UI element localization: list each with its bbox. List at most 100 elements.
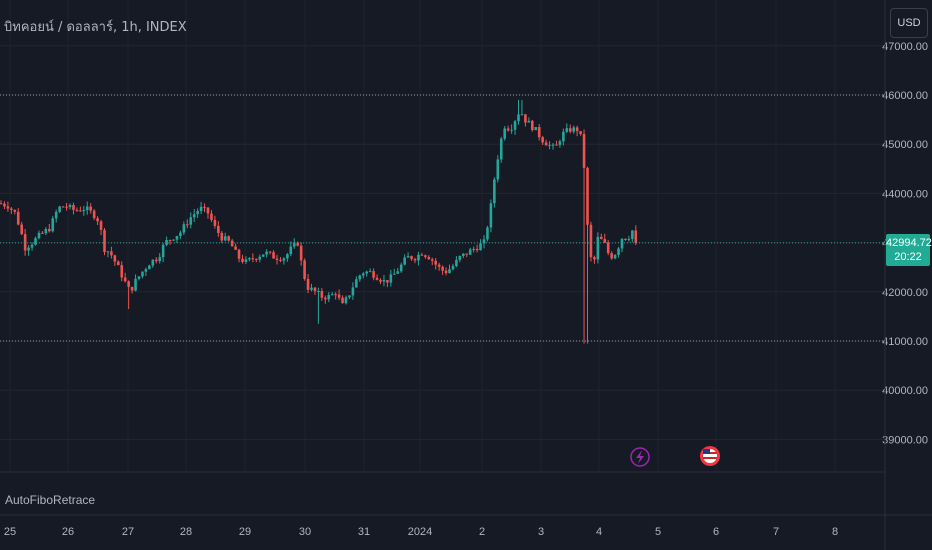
time-tick-label: 30 <box>299 526 311 538</box>
candle-body <box>44 229 48 234</box>
candle-body <box>89 206 92 211</box>
candle-body <box>196 211 199 215</box>
candle-body <box>499 138 503 160</box>
price-tick-label: 44000.00 <box>882 188 928 200</box>
candle-body <box>465 253 469 255</box>
symbol-title[interactable]: บิทคอยน์ / ดอลลาร์, 1h, INDEX <box>4 20 187 35</box>
us-flag-icon[interactable] <box>700 446 720 466</box>
candle-body <box>396 271 400 274</box>
candle-body <box>510 129 513 131</box>
candle-body <box>351 287 355 296</box>
candle-body <box>248 258 251 260</box>
candle-body <box>631 230 634 239</box>
candle-body <box>403 257 406 265</box>
candle-body <box>544 142 548 146</box>
candle-body <box>199 206 203 212</box>
candle-body <box>348 295 351 298</box>
candle-body <box>444 270 448 274</box>
candle-body <box>255 259 258 261</box>
price-tick-label: 46000.00 <box>882 90 928 102</box>
candle-body <box>113 255 117 262</box>
bar-countdown: 20:22 <box>894 250 922 263</box>
candle-body <box>20 224 23 235</box>
candle-body <box>430 259 434 261</box>
candle-body <box>420 254 424 256</box>
candle-body <box>386 280 389 283</box>
candle-body <box>286 254 289 259</box>
candle-body <box>16 211 20 225</box>
fibo-levels <box>0 94 885 342</box>
candle-body <box>600 236 603 240</box>
candle-body <box>531 120 534 131</box>
candle-body <box>334 294 337 296</box>
candle-body <box>299 245 303 261</box>
time-tick-label: 25 <box>4 526 16 538</box>
lightning-icon[interactable] <box>630 447 650 467</box>
time-axis[interactable]: 25 26 27 28 29 30 31 2024 2 3 4 5 6 7 8 <box>4 526 838 538</box>
candle-body <box>165 239 168 245</box>
candle-body <box>541 137 544 143</box>
candle-body <box>103 229 106 252</box>
candle-body <box>58 206 61 212</box>
candle-body <box>410 256 413 260</box>
candle-body <box>610 253 613 259</box>
candle-body <box>141 271 144 277</box>
candle-body <box>237 249 241 259</box>
candle-body <box>617 248 620 255</box>
candle-body <box>479 243 482 251</box>
candle-body <box>220 232 224 241</box>
candle-body <box>399 264 403 272</box>
candle-body <box>230 240 234 247</box>
candle-body <box>265 251 268 255</box>
candle-body <box>389 274 393 283</box>
candle-body <box>627 238 631 240</box>
candles <box>0 99 638 344</box>
candle-body <box>48 229 51 232</box>
time-tick-label: 4 <box>596 526 602 538</box>
time-tick-label: 26 <box>62 526 74 538</box>
candle-body <box>168 239 172 241</box>
candle-body <box>568 128 572 132</box>
candle-body <box>572 127 575 132</box>
candle-body <box>517 114 520 122</box>
candle-body <box>68 205 72 208</box>
price-axis[interactable]: 47000.0046000.0045000.0044000.0043000.00… <box>882 41 928 447</box>
candle-body <box>458 255 462 260</box>
price-tick-label: 42000.00 <box>882 287 928 299</box>
candle-body <box>279 259 282 261</box>
candle-body <box>472 248 475 250</box>
candle-body <box>558 141 562 145</box>
candle-body <box>486 227 489 240</box>
candle-body <box>489 203 493 228</box>
candle-body <box>527 120 531 123</box>
candle-body <box>54 211 58 219</box>
candle-body <box>72 205 75 210</box>
candle-body <box>189 217 193 225</box>
time-tick-label: 2024 <box>408 526 432 538</box>
price-tick-label: 41000.00 <box>882 336 928 348</box>
candle-body <box>217 225 220 233</box>
candle-body <box>241 258 244 262</box>
candle-body <box>117 261 120 266</box>
indicator-label[interactable]: AutoFiboRetrace <box>5 493 96 507</box>
candle-body <box>75 209 79 211</box>
candle-body <box>555 144 558 146</box>
time-tick-label: 5 <box>655 526 661 538</box>
currency-button[interactable]: USD <box>890 8 928 38</box>
candle-body <box>372 271 375 278</box>
candle-body <box>292 242 296 247</box>
candle-body <box>462 253 465 256</box>
candle-body <box>227 236 230 241</box>
candle-body <box>30 244 34 248</box>
price-tick-label: 39000.00 <box>882 434 928 446</box>
candle-body <box>106 251 110 253</box>
candle-body <box>251 258 255 260</box>
candle-body <box>562 131 565 142</box>
candle-body <box>27 247 30 251</box>
candle-body <box>213 219 217 226</box>
candle-body <box>596 236 600 260</box>
candle-body <box>534 127 538 131</box>
candle-body <box>151 259 155 266</box>
candle-body <box>92 210 96 219</box>
